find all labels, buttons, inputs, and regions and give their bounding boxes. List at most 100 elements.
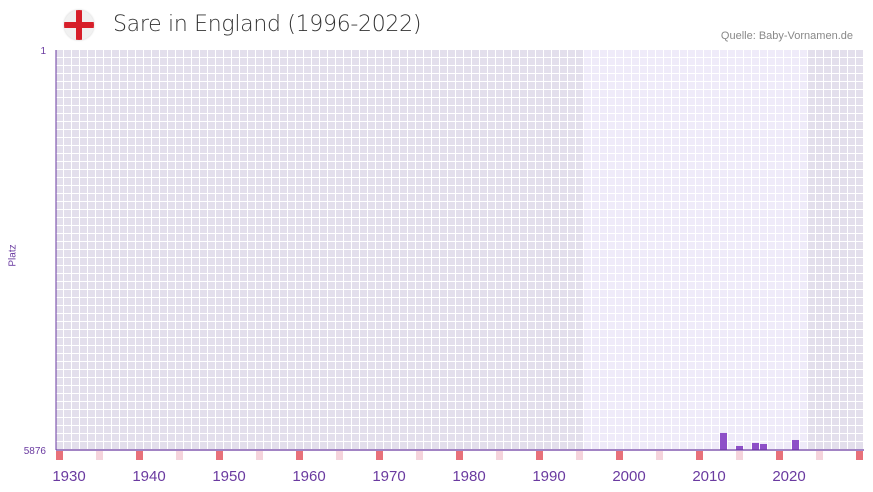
grid-cell bbox=[208, 58, 215, 65]
grid-cell bbox=[744, 130, 751, 137]
grid-cell bbox=[600, 298, 607, 305]
grid-cell bbox=[152, 378, 159, 385]
source-link[interactable]: Quelle: Baby-Vornamen.de bbox=[720, 30, 853, 42]
grid-cell bbox=[776, 410, 783, 417]
grid-cell bbox=[520, 410, 527, 417]
grid-cell bbox=[256, 378, 263, 385]
grid-cell bbox=[256, 298, 263, 305]
grid-cell bbox=[288, 90, 295, 97]
grid-cell bbox=[304, 162, 311, 169]
grid-cell bbox=[504, 186, 511, 193]
grid-cell bbox=[264, 338, 271, 345]
grid-cell bbox=[656, 354, 663, 361]
grid-cell bbox=[608, 418, 615, 425]
grid-cell bbox=[384, 362, 391, 369]
grid-cell bbox=[680, 250, 687, 257]
grid-cell bbox=[640, 426, 647, 433]
grid-cell bbox=[128, 410, 135, 417]
grid-cell bbox=[792, 426, 799, 433]
grid-cell bbox=[376, 410, 383, 417]
grid-cell bbox=[648, 90, 655, 97]
grid-cell bbox=[536, 306, 543, 313]
grid-cell bbox=[424, 74, 431, 81]
grid-cell bbox=[656, 378, 663, 385]
grid-cell bbox=[344, 82, 351, 89]
grid-cell bbox=[704, 106, 711, 113]
grid-cell bbox=[632, 146, 639, 153]
grid-cell bbox=[128, 186, 135, 193]
grid-cell bbox=[192, 50, 199, 57]
grid-cell bbox=[312, 298, 319, 305]
grid-cell bbox=[680, 314, 687, 321]
grid-cell bbox=[392, 66, 399, 73]
grid-cell bbox=[536, 74, 543, 81]
grid-cell bbox=[88, 106, 95, 113]
grid-cell bbox=[432, 322, 439, 329]
half-decade-marker bbox=[496, 451, 503, 460]
grid-cell bbox=[192, 226, 199, 233]
grid-cell bbox=[592, 114, 599, 121]
grid-cell bbox=[256, 418, 263, 425]
grid-cell bbox=[848, 138, 855, 145]
grid-cell bbox=[592, 266, 599, 273]
grid-cell bbox=[320, 338, 327, 345]
grid-cell bbox=[688, 346, 695, 353]
grid-cell bbox=[176, 82, 183, 89]
grid-cell bbox=[448, 130, 455, 137]
grid-cell bbox=[184, 274, 191, 281]
grid-cell bbox=[712, 258, 719, 265]
grid-cell bbox=[392, 370, 399, 377]
grid-cell bbox=[816, 58, 823, 65]
grid-cell bbox=[832, 90, 839, 97]
grid-cell bbox=[424, 146, 431, 153]
grid-cell bbox=[152, 50, 159, 57]
grid-cell bbox=[112, 202, 119, 209]
grid-cell bbox=[264, 266, 271, 273]
grid-cell bbox=[656, 146, 663, 153]
grid-cell bbox=[672, 242, 679, 249]
grid-cell bbox=[216, 218, 223, 225]
grid-cell bbox=[184, 138, 191, 145]
grid-cell bbox=[600, 226, 607, 233]
grid-cell bbox=[536, 386, 543, 393]
grid-cell bbox=[184, 106, 191, 113]
grid-cell bbox=[504, 314, 511, 321]
grid-cell bbox=[728, 362, 735, 369]
grid-cell bbox=[744, 242, 751, 249]
grid-cell bbox=[312, 146, 319, 153]
grid-cell bbox=[656, 114, 663, 121]
grid-cell bbox=[136, 330, 143, 337]
grid-cell bbox=[792, 434, 799, 441]
grid-cell bbox=[824, 394, 831, 401]
grid-cell bbox=[136, 154, 143, 161]
grid-cell bbox=[72, 378, 79, 385]
grid-cell bbox=[80, 122, 87, 129]
grid-cell bbox=[368, 106, 375, 113]
grid-cell bbox=[96, 442, 103, 449]
grid-cell bbox=[744, 426, 751, 433]
grid-cell bbox=[392, 274, 399, 281]
grid-cell bbox=[728, 58, 735, 65]
grid-cell bbox=[120, 346, 127, 353]
grid-cell bbox=[448, 386, 455, 393]
grid-cell bbox=[272, 74, 279, 81]
grid-cell bbox=[328, 434, 335, 441]
decade-marker bbox=[136, 451, 143, 460]
grid-cell bbox=[784, 162, 791, 169]
grid-cell bbox=[160, 338, 167, 345]
grid-cell bbox=[96, 154, 103, 161]
grid-cell bbox=[744, 138, 751, 145]
grid-cell bbox=[56, 234, 63, 241]
grid-cell bbox=[680, 418, 687, 425]
grid-cell bbox=[560, 410, 567, 417]
grid-cell bbox=[528, 338, 535, 345]
grid-cell bbox=[808, 418, 815, 425]
grid-cell bbox=[632, 282, 639, 289]
grid-cell bbox=[200, 178, 207, 185]
grid-cell bbox=[136, 338, 143, 345]
grid-cell bbox=[336, 130, 343, 137]
grid-cell bbox=[256, 138, 263, 145]
grid-cell bbox=[432, 210, 439, 217]
grid-cell bbox=[224, 210, 231, 217]
grid-cell bbox=[520, 130, 527, 137]
